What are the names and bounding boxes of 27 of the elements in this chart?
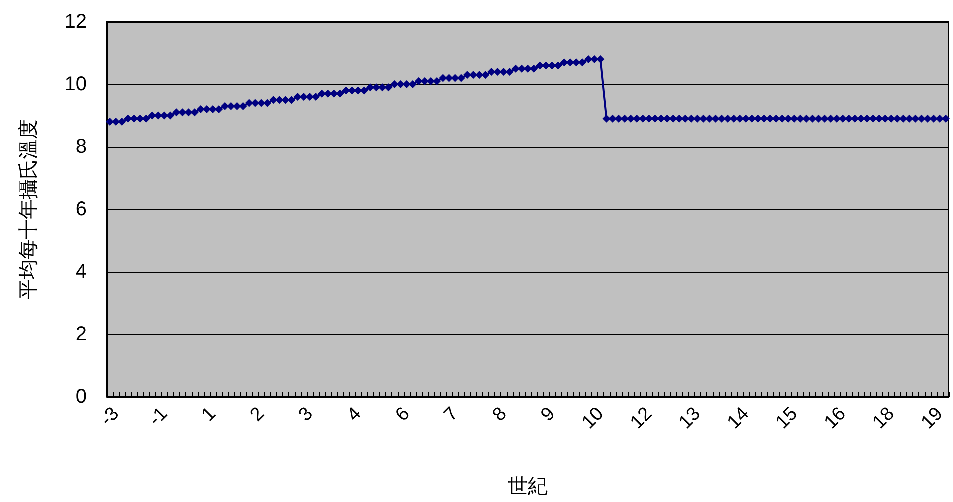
- x-tick-label: -1: [145, 404, 172, 430]
- y-tick-label: 2: [76, 324, 87, 346]
- x-tick-label: 3: [295, 404, 318, 426]
- x-tick-label: 10: [578, 404, 608, 434]
- x-tick-label: 8: [488, 404, 512, 426]
- x-tick-label: 7: [440, 404, 463, 426]
- y-tick-label: 8: [76, 136, 87, 158]
- x-axis-title: 世紀: [508, 476, 548, 498]
- x-tick-label: 14: [724, 404, 754, 434]
- y-tick-label: 4: [76, 261, 87, 283]
- x-tick-label: -3: [96, 404, 124, 430]
- x-tick-label: 6: [392, 404, 414, 426]
- y-tick-label: 0: [76, 386, 87, 408]
- x-tick-label: 15: [772, 404, 802, 434]
- x-tick-label: 13: [675, 404, 706, 434]
- y-tick-label: 12: [64, 11, 87, 33]
- x-tick-label: 19: [918, 404, 948, 434]
- x-tick-label: 2: [246, 404, 269, 426]
- y-tick-label: 6: [76, 198, 87, 220]
- x-tick-label: 9: [537, 404, 560, 426]
- x-tick-label: 4: [343, 404, 366, 426]
- x-tick-label: 1: [198, 404, 220, 426]
- y-tick-label: 10: [64, 74, 87, 96]
- x-tick-label: 18: [869, 404, 899, 434]
- y-axis-title: 平均每十年攝氏溫度: [18, 120, 40, 300]
- x-tick-label: 12: [626, 404, 657, 434]
- x-tick-label: 16: [820, 404, 850, 434]
